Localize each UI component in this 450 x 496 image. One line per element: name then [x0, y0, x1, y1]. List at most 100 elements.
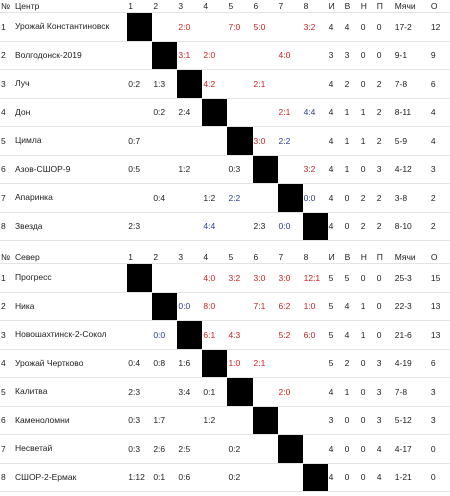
team-won: 0 [343, 463, 360, 492]
diagonal-block [202, 98, 228, 127]
match-result: 2:1 [277, 98, 303, 127]
team-goals: 5-9 [393, 126, 430, 156]
team-name: Каменоломни [14, 406, 128, 435]
header-col: 8 [302, 251, 328, 264]
team-points: 15 [429, 263, 450, 293]
team-name: Калитва [14, 377, 128, 407]
team-played: 4 [327, 98, 344, 127]
team-points: 2 [429, 183, 450, 213]
diagonal-block [177, 320, 203, 350]
match-result: 3:1 [177, 41, 203, 70]
match-result [227, 292, 253, 321]
team-played: 4 [327, 377, 344, 407]
match-result [302, 377, 328, 407]
team-played: 4 [327, 434, 344, 464]
team-drawn: 0 [359, 349, 376, 378]
match-result [177, 263, 203, 293]
team-played: 4 [327, 212, 344, 241]
match-result: 0:5 [127, 155, 153, 184]
team-drawn: 0 [359, 434, 376, 464]
team-drawn: 0 [359, 406, 376, 435]
team-points: 0 [429, 434, 450, 464]
match-result: 2:2 [227, 183, 253, 213]
team-drawn: 0 [359, 12, 376, 42]
standings-table: № Север 1 2 3 4 5 6 7 8 И В Н П Мячи О 1 Прогресс 4:0 3:2 3:… [0, 251, 450, 492]
team-played: 3 [327, 406, 344, 435]
team-position: 4 [0, 349, 15, 378]
team-drawn: 2 [359, 212, 376, 241]
header-col: 2 [152, 0, 178, 13]
team-goals: 25-3 [393, 263, 430, 293]
match-result: 2:1 [252, 349, 278, 378]
team-row: 7 Апаринка 0:4 1:2 2:2 0:0 4 0 2 2 3-8 2 [0, 183, 450, 213]
team-points: 6 [429, 349, 450, 378]
team-row: 6 Азов-СШОР-9 0:5 1:2 0:3 3:2 4 1 0 3 4-12 3 [0, 155, 450, 184]
match-result: 3:0 [252, 126, 278, 156]
match-result: 4:0 [277, 41, 303, 70]
match-result [152, 126, 178, 156]
match-result [127, 292, 153, 321]
team-position: 8 [0, 463, 15, 492]
team-position: 5 [0, 126, 15, 156]
header-col: 4 [202, 251, 228, 264]
header-lost: П [375, 0, 394, 13]
team-drawn: 1 [359, 98, 376, 127]
team-lost: 2 [375, 98, 394, 127]
match-result: 6:2 [277, 292, 303, 321]
match-result: 1:6 [177, 349, 203, 378]
match-result [152, 377, 178, 407]
match-result: 4:2 [202, 69, 228, 99]
team-row: 5 Калитва 2:3 3:4 0:1 2:0 4 1 0 3 7-8 3 [0, 377, 450, 407]
diagonal-block [302, 212, 328, 241]
match-result [227, 41, 253, 70]
match-result: 2:0 [202, 41, 228, 70]
team-position: 5 [0, 377, 15, 407]
diagonal-block [152, 292, 178, 321]
team-lost: 2 [375, 126, 394, 156]
team-played: 5 [327, 263, 344, 293]
match-result: 3:4 [177, 377, 203, 407]
team-played: 3 [327, 41, 344, 70]
match-result [227, 98, 253, 127]
header-col: 2 [152, 251, 178, 264]
team-won: 3 [343, 41, 360, 70]
team-row: 7 Несветай 0:3 2:6 2:5 0:2 4 0 0 4 4-17 0 [0, 434, 450, 464]
team-played: 4 [327, 183, 344, 213]
team-position: 2 [0, 41, 15, 70]
team-name: Новошахтинск-2-Сокол [14, 320, 128, 350]
team-lost: 0 [375, 12, 394, 42]
match-result: 2:5 [177, 434, 203, 464]
match-result [127, 183, 153, 213]
match-result: 1:0 [227, 349, 253, 378]
header-col: 6 [252, 0, 278, 13]
team-goals: 7-8 [393, 377, 430, 407]
match-result [252, 320, 278, 350]
team-played: 4 [327, 126, 344, 156]
team-drawn: 0 [359, 155, 376, 184]
team-goals: 4-19 [393, 349, 430, 378]
match-result [177, 406, 203, 435]
team-position: 6 [0, 155, 15, 184]
team-drawn: 0 [359, 41, 376, 70]
match-result: 0:2 [227, 463, 253, 492]
header-points: О [429, 0, 450, 13]
team-points: 4 [429, 98, 450, 127]
team-won: 0 [343, 183, 360, 213]
match-result [202, 12, 228, 42]
team-name: Дон [14, 98, 128, 127]
team-row: 4 Урожай Чертково 0:4 0:8 1:6 1:0 2:1 5 2 0 3 4-19 6 [0, 349, 450, 378]
diagonal-block [202, 349, 228, 378]
team-lost: 3 [375, 349, 394, 378]
match-result [202, 434, 228, 464]
match-result: 12:1 [302, 263, 328, 293]
team-name: Несветай [14, 434, 128, 464]
team-row: 6 Каменоломни 0:3 1:7 1:2 3 0 0 3 5-12 3 [0, 406, 450, 435]
header-col: 7 [277, 251, 303, 264]
team-position: 7 [0, 183, 15, 213]
team-goals: 7-8 [393, 69, 430, 99]
match-result [177, 212, 203, 241]
team-won: 2 [343, 349, 360, 378]
team-lost: 3 [375, 377, 394, 407]
match-result: 0:1 [202, 377, 228, 407]
team-points: 3 [429, 377, 450, 407]
